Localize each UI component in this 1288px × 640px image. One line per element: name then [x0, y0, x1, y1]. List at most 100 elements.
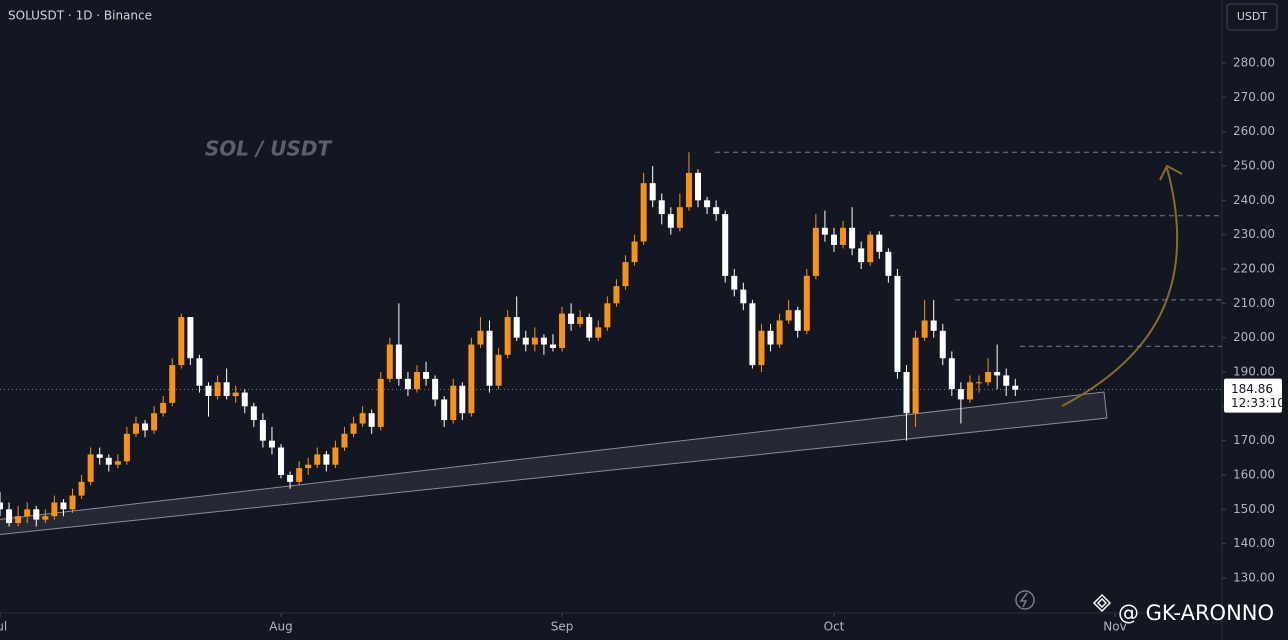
- candle-body: [568, 313, 575, 324]
- candle-body: [450, 385, 457, 421]
- candle-body: [6, 509, 13, 524]
- y-tick-label: 170.00: [1233, 433, 1275, 447]
- candle-body: [685, 172, 692, 208]
- candle-body: [69, 495, 76, 510]
- plot-area: SOL / USDT: [0, 137, 1222, 535]
- candle-body: [894, 275, 901, 372]
- candle-body: [740, 289, 747, 304]
- candle-body: [522, 337, 529, 345]
- candle-body: [459, 385, 466, 414]
- projection-arrow: [1061, 167, 1179, 407]
- y-tick-label: 160.00: [1233, 467, 1275, 481]
- candle-body: [821, 227, 828, 235]
- candle-body: [305, 464, 312, 469]
- candle-body: [604, 303, 611, 328]
- candle-body: [586, 317, 593, 338]
- candle-body: [341, 433, 348, 448]
- x-tick-label: Jul: [0, 620, 7, 634]
- candle-body: [287, 474, 294, 482]
- candle-body: [876, 234, 883, 252]
- candle-body: [0, 502, 3, 510]
- y-tick-label: 220.00: [1233, 261, 1275, 275]
- candle-body: [350, 423, 357, 434]
- symbol-title: SOLUSDT · 1D · Binance: [8, 9, 152, 23]
- last-price-label: 184.86: [1231, 382, 1273, 396]
- candle-body: [667, 214, 674, 228]
- candle-body: [42, 516, 49, 520]
- candle-body: [531, 337, 538, 345]
- candle-body: [241, 392, 248, 407]
- candle-body: [160, 402, 167, 414]
- watermark: SOL / USDT: [205, 137, 333, 161]
- countdown: 12:33:10: [1231, 396, 1285, 410]
- candle-body: [196, 358, 203, 386]
- candle-body: [976, 382, 983, 384]
- candle-body: [404, 378, 411, 390]
- candle-body: [613, 286, 620, 304]
- y-tick-label: 250.00: [1233, 158, 1275, 172]
- candle-body: [205, 385, 212, 397]
- y-tick-label: 280.00: [1233, 55, 1275, 69]
- candle-body: [812, 227, 819, 276]
- y-tick-label: 270.00: [1233, 90, 1275, 104]
- candle-body: [776, 320, 783, 345]
- candle-body: [903, 371, 910, 414]
- currency[interactable]: USDT: [1237, 10, 1268, 23]
- candle-body: [749, 303, 756, 366]
- candle-body: [395, 344, 402, 379]
- candle-body: [858, 248, 865, 263]
- candle-body: [441, 399, 448, 421]
- candle-body: [359, 413, 366, 424]
- candle-body: [314, 454, 321, 465]
- currency-box[interactable]: [1226, 3, 1278, 31]
- candle-body: [549, 344, 556, 348]
- candle-body: [1003, 375, 1010, 386]
- candle-body: [540, 337, 547, 345]
- candle-body: [758, 330, 765, 366]
- y-tick-label: 240.00: [1233, 193, 1275, 207]
- candle-body: [214, 382, 221, 397]
- candle-body: [939, 330, 946, 359]
- x-tick-label: Sep: [551, 620, 574, 634]
- candle-body: [423, 371, 430, 379]
- candle-body: [15, 516, 22, 524]
- candle-body: [676, 207, 683, 228]
- candle-body: [142, 423, 149, 431]
- candle-body: [386, 344, 393, 379]
- candle-body: [631, 241, 638, 263]
- candle-body: [432, 378, 439, 400]
- candle-body: [323, 454, 330, 465]
- candle-body: [151, 413, 158, 431]
- y-tick-label: 260.00: [1233, 124, 1275, 138]
- candle-body: [468, 344, 475, 414]
- candle-body: [767, 330, 774, 345]
- x-tick-label: Oct: [824, 620, 845, 634]
- arrow-head: [1159, 164, 1183, 181]
- candle-body: [649, 183, 656, 201]
- candle-body: [994, 371, 1001, 376]
- candle-body: [123, 433, 130, 462]
- candle-body: [695, 172, 702, 201]
- x-tick-label: Aug: [269, 620, 292, 634]
- replay-icon[interactable]: [1015, 590, 1035, 610]
- logo-icon: [1092, 593, 1112, 613]
- candle-body: [33, 509, 40, 520]
- candle-body: [921, 320, 928, 338]
- candle-body: [885, 251, 892, 276]
- candle-body: [105, 457, 112, 465]
- candle-body: [867, 234, 874, 263]
- candle-body: [223, 382, 230, 397]
- candle-body: [912, 337, 919, 414]
- candle-body: [96, 454, 103, 458]
- support-channel: [0, 391, 1108, 535]
- candle-body: [713, 207, 720, 215]
- candle-body: [87, 454, 94, 482]
- candle-body: [413, 371, 420, 390]
- candle-body: [132, 423, 139, 434]
- candle-body: [268, 440, 275, 448]
- candle-body: [178, 317, 185, 366]
- candle-body: [948, 358, 955, 390]
- candle-body: [278, 447, 285, 475]
- y-tick-label: 230.00: [1233, 227, 1275, 241]
